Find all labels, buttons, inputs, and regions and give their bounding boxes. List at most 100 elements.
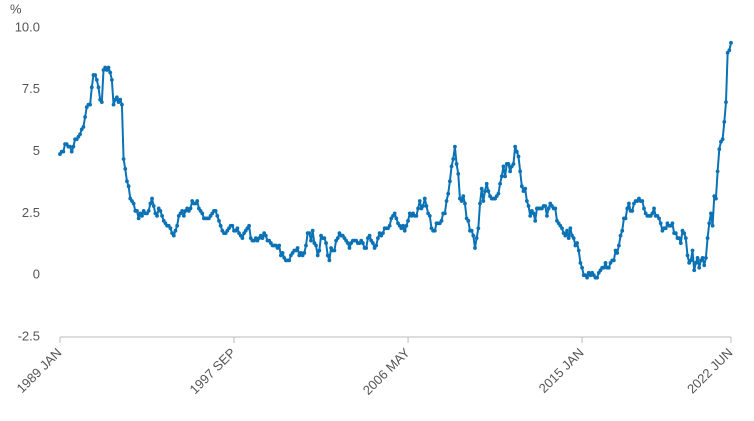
data-point <box>155 213 159 218</box>
data-point <box>702 263 707 268</box>
data-point <box>247 223 251 228</box>
data-point <box>652 206 656 211</box>
data-point <box>68 144 72 149</box>
data-point <box>421 204 426 208</box>
data-point <box>519 184 524 189</box>
data-point <box>496 191 501 196</box>
data-point <box>347 246 352 250</box>
data-point <box>473 246 477 250</box>
data-point <box>546 206 551 211</box>
data-point <box>714 196 718 201</box>
data-point <box>514 149 519 154</box>
data-point <box>126 184 131 189</box>
data-point <box>146 209 151 213</box>
x-tick-label: 2022 JUN <box>684 345 735 396</box>
data-point <box>109 78 114 82</box>
data-point <box>424 204 429 208</box>
data-point <box>332 248 337 253</box>
data-point <box>722 120 727 124</box>
data-point <box>125 179 129 184</box>
data-point <box>88 102 93 107</box>
data-point <box>481 199 486 203</box>
data-point <box>466 218 471 223</box>
data-point <box>727 48 732 53</box>
data-point <box>404 223 409 228</box>
data-point <box>575 241 579 245</box>
data-point <box>673 231 678 236</box>
data-point <box>678 241 683 245</box>
data-point <box>682 231 687 236</box>
data-point <box>180 209 185 213</box>
data-point <box>71 144 76 149</box>
data-point <box>175 223 180 228</box>
y-tick-label: 0 <box>33 267 40 282</box>
data-point <box>120 102 124 107</box>
data-point <box>123 167 128 171</box>
data-point <box>451 157 456 161</box>
data-point <box>663 226 668 231</box>
data-point <box>685 253 690 258</box>
data-point <box>533 218 538 223</box>
data-point <box>322 236 327 241</box>
data-point <box>114 95 119 100</box>
data-point <box>136 216 141 221</box>
data-point <box>688 258 693 263</box>
data-point <box>630 209 635 213</box>
data-point <box>315 253 320 258</box>
data-point <box>287 258 292 263</box>
data-point <box>427 213 432 218</box>
data-point <box>218 223 223 228</box>
data-point <box>625 206 630 211</box>
data-point <box>260 236 265 241</box>
data-point <box>705 236 710 241</box>
data-point <box>235 226 240 231</box>
data-point <box>89 85 94 90</box>
data-point <box>108 70 113 75</box>
y-tick-label: -2.5 <box>18 328 40 343</box>
data-point <box>106 65 111 70</box>
data-point <box>454 162 459 166</box>
data-point <box>402 228 407 233</box>
data-point <box>690 248 695 253</box>
data-point <box>563 233 568 238</box>
data-point <box>560 226 564 231</box>
data-point <box>677 236 682 241</box>
x-tick-label: 1989 JAN <box>14 345 65 396</box>
data-point <box>168 226 173 231</box>
data-point <box>710 223 715 228</box>
data-point <box>151 204 156 208</box>
data-point <box>615 251 620 255</box>
data-point <box>324 241 328 245</box>
data-point <box>307 231 312 236</box>
y-tick-label: 10.0 <box>15 19 40 34</box>
data-point <box>471 233 476 238</box>
data-point <box>81 124 86 129</box>
data-point <box>627 201 631 206</box>
data-point <box>432 228 437 233</box>
data-point <box>478 201 482 206</box>
data-point <box>720 137 725 142</box>
data-point <box>692 268 697 273</box>
data-point <box>611 258 616 263</box>
data-point <box>474 236 479 241</box>
data-point <box>217 218 221 223</box>
data-point <box>623 216 628 221</box>
data-point <box>280 251 285 255</box>
data-point <box>171 233 176 238</box>
data-point <box>78 132 82 137</box>
data-point <box>545 213 549 218</box>
data-point <box>499 174 504 179</box>
data-point <box>650 211 655 216</box>
data-point <box>195 199 200 203</box>
data-point <box>516 154 521 159</box>
data-point <box>566 236 571 241</box>
data-point <box>442 211 447 216</box>
data-point <box>158 209 163 213</box>
data-point <box>484 181 489 186</box>
data-point <box>469 228 474 233</box>
x-tick-label: 2006 MAY <box>360 345 413 398</box>
data-point <box>717 147 722 152</box>
data-point <box>447 179 452 184</box>
data-point <box>695 255 700 260</box>
